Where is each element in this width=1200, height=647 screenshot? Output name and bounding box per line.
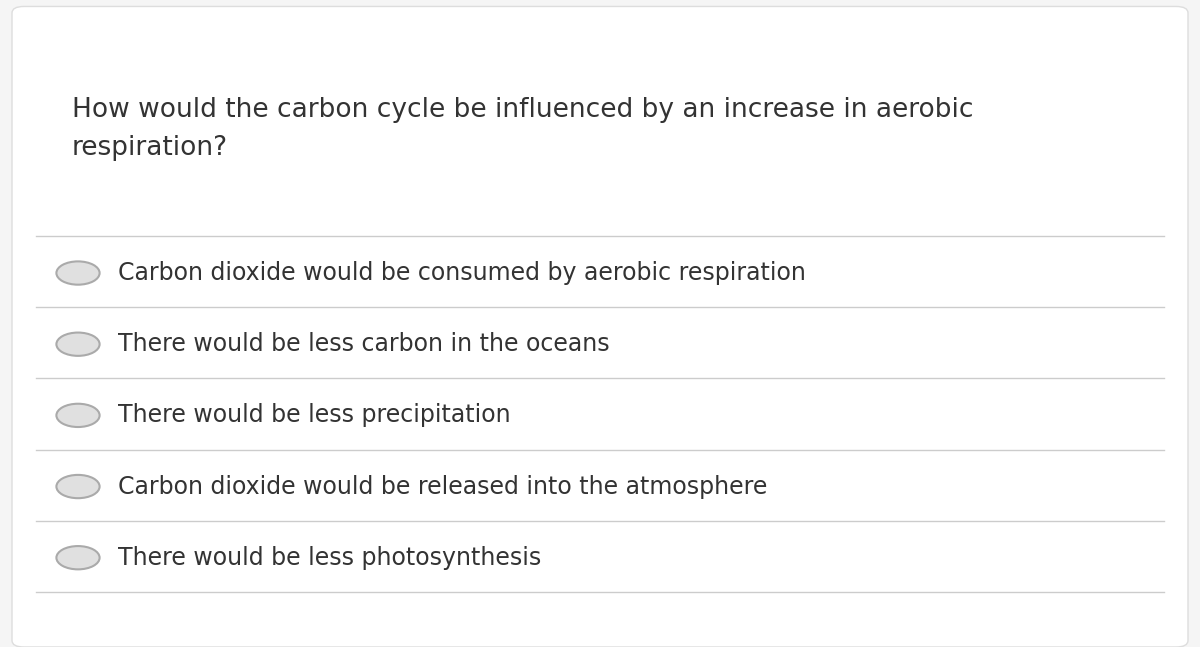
- Circle shape: [56, 333, 100, 356]
- Text: There would be less carbon in the oceans: There would be less carbon in the oceans: [118, 332, 610, 356]
- Text: There would be less precipitation: There would be less precipitation: [118, 403, 510, 428]
- Circle shape: [56, 404, 100, 427]
- Circle shape: [56, 261, 100, 285]
- Circle shape: [56, 475, 100, 498]
- FancyBboxPatch shape: [12, 6, 1188, 647]
- Text: Carbon dioxide would be released into the atmosphere: Carbon dioxide would be released into th…: [118, 474, 767, 499]
- Text: How would the carbon cycle be influenced by an increase in aerobic
respiration?: How would the carbon cycle be influenced…: [72, 97, 973, 161]
- Circle shape: [56, 546, 100, 569]
- Text: Carbon dioxide would be consumed by aerobic respiration: Carbon dioxide would be consumed by aero…: [118, 261, 805, 285]
- Text: There would be less photosynthesis: There would be less photosynthesis: [118, 545, 541, 570]
